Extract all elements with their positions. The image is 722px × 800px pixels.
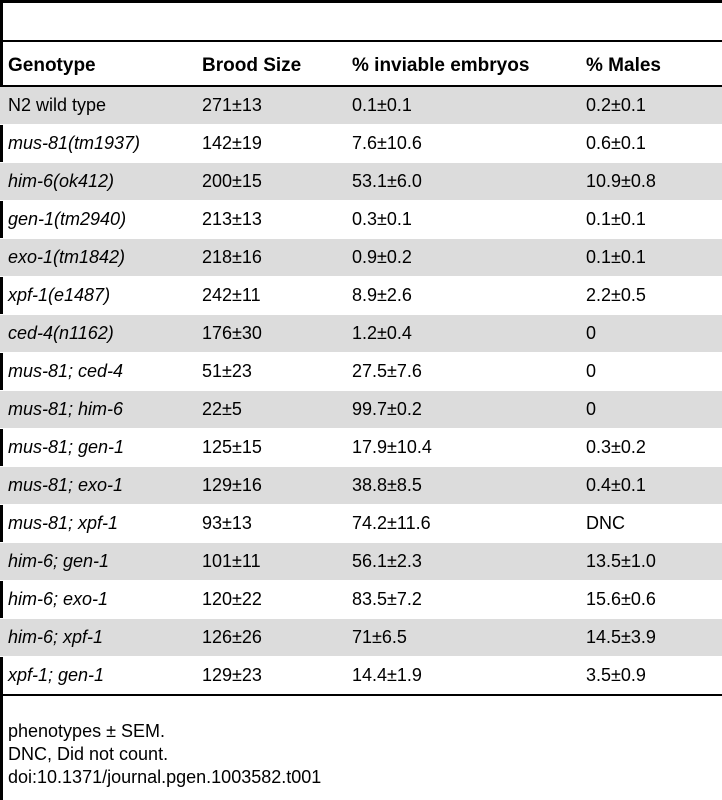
genotype-cell: xpf-1(e1487) [0, 276, 194, 315]
brood-size-cell: 129±23 [194, 656, 344, 696]
inviable-embryos-cell: 8.9±2.6 [344, 276, 578, 315]
table-row: mus-81; gen-1 125±15 17.9±10.4 0.3±0.2 [0, 428, 722, 467]
males-cell: 0.3±0.2 [578, 428, 722, 467]
genotype-cell: mus-81; him-6 [0, 390, 194, 429]
table-row: mus-81; ced-4 51±23 27.5±7.6 0 [0, 352, 722, 391]
genotype-cell: him-6; gen-1 [0, 542, 194, 581]
brood-size-cell: 125±15 [194, 428, 344, 467]
inviable-embryos-cell: 0.3±0.1 [344, 200, 578, 239]
table-row: mus-81; exo-1 129±16 38.8±8.5 0.4±0.1 [0, 466, 722, 505]
males-cell: 0.2±0.1 [578, 86, 722, 125]
footnote-dnc: DNC, Did not count. [8, 744, 169, 764]
males-cell: 0.6±0.1 [578, 124, 722, 163]
males-cell: 0.1±0.1 [578, 200, 722, 239]
brood-size-cell: 22±5 [194, 390, 344, 429]
table-row: xpf-1(e1487) 242±11 8.9±2.6 2.2±0.5 [0, 276, 722, 315]
genotype-cell: mus-81(tm1937) [0, 124, 194, 163]
table-row: N2 wild type 271±13 0.1±0.1 0.2±0.1 [0, 86, 722, 125]
table-row: exo-1(tm1842) 218±16 0.9±0.2 0.1±0.1 [0, 238, 722, 277]
inviable-embryos-cell: 17.9±10.4 [344, 428, 578, 467]
brood-size-cell: 271±13 [194, 86, 344, 125]
inviable-embryos-cell: 14.4±1.9 [344, 656, 578, 696]
table-row: mus-81; him-6 22±5 99.7±0.2 0 [0, 390, 722, 429]
inviable-embryos-cell: 56.1±2.3 [344, 542, 578, 581]
phenotype-table: Genotype Brood Size % inviable embryos %… [0, 47, 722, 696]
genotype-cell: mus-81; xpf-1 [0, 504, 194, 543]
inviable-embryos-cell: 1.2±0.4 [344, 314, 578, 353]
brood-size-cell: 176±30 [194, 314, 344, 353]
table-row: mus-81(tm1937) 142±19 7.6±10.6 0.6±0.1 [0, 124, 722, 163]
inviable-embryos-cell: 0.1±0.1 [344, 86, 578, 125]
table-row: him-6; gen-1 101±11 56.1±2.3 13.5±1.0 [0, 542, 722, 581]
brood-size-cell: 51±23 [194, 352, 344, 391]
table-row: him-6; xpf-1 126±26 71±6.5 14.5±3.9 [0, 618, 722, 657]
brood-size-cell: 142±19 [194, 124, 344, 163]
males-cell: 0 [578, 352, 722, 391]
males-cell: 3.5±0.9 [578, 656, 722, 696]
inviable-embryos-cell: 38.8±8.5 [344, 466, 578, 505]
genotype-cell: him-6(ok412) [0, 162, 194, 201]
inviable-embryos-cell: 53.1±6.0 [344, 162, 578, 201]
brood-size-cell: 126±26 [194, 618, 344, 657]
brood-size-cell: 101±11 [194, 542, 344, 581]
header-genotype: Genotype [0, 47, 194, 87]
table-row: ced-4(n1162) 176±30 1.2±0.4 0 [0, 314, 722, 353]
genotype-cell: him-6; xpf-1 [0, 618, 194, 657]
brood-size-cell: 242±11 [194, 276, 344, 315]
inviable-embryos-cell: 0.9±0.2 [344, 238, 578, 277]
table-row: xpf-1; gen-1 129±23 14.4±1.9 3.5±0.9 [0, 656, 722, 696]
males-cell: 14.5±3.9 [578, 618, 722, 657]
genotype-cell: mus-81; gen-1 [0, 428, 194, 467]
table-row: him-6(ok412) 200±15 53.1±6.0 10.9±0.8 [0, 162, 722, 201]
top-border-rule [0, 0, 722, 3]
footnote-doi: doi:10.1371/journal.pgen.1003582.t001 [8, 767, 322, 787]
genotype-cell: ced-4(n1162) [0, 314, 194, 353]
males-cell: 2.2±0.5 [578, 276, 722, 315]
header-inviable-embryos: % inviable embryos [344, 47, 578, 87]
males-cell: 13.5±1.0 [578, 542, 722, 581]
table-row: him-6; exo-1 120±22 83.5±7.2 15.6±0.6 [0, 580, 722, 619]
inviable-embryos-cell: 71±6.5 [344, 618, 578, 657]
genotype-cell: mus-81; exo-1 [0, 466, 194, 505]
header-males: % Males [578, 47, 722, 87]
brood-size-cell: 200±15 [194, 162, 344, 201]
header-brood-size: Brood Size [194, 47, 344, 87]
genotype-cell: him-6; exo-1 [0, 580, 194, 619]
brood-size-cell: 218±16 [194, 238, 344, 277]
males-cell: 0.1±0.1 [578, 238, 722, 277]
males-cell: 15.6±0.6 [578, 580, 722, 619]
brood-size-cell: 129±16 [194, 466, 344, 505]
data-table-container: Genotype Brood Size % inviable embryos %… [0, 47, 722, 696]
inviable-embryos-cell: 27.5±7.6 [344, 352, 578, 391]
inviable-embryos-cell: 83.5±7.2 [344, 580, 578, 619]
table-footnotes: phenotypes ± SEM. DNC, Did not count. do… [8, 720, 321, 789]
males-cell: 0 [578, 390, 722, 429]
genotype-cell: gen-1(tm2940) [0, 200, 194, 239]
males-cell: DNC [578, 504, 722, 543]
table-row: gen-1(tm2940) 213±13 0.3±0.1 0.1±0.1 [0, 200, 722, 239]
brood-size-cell: 93±13 [194, 504, 344, 543]
brood-size-cell: 120±22 [194, 580, 344, 619]
footnote-sem: phenotypes ± SEM. [8, 721, 165, 741]
inviable-embryos-cell: 74.2±11.6 [344, 504, 578, 543]
table-body: N2 wild type 271±13 0.1±0.1 0.2±0.1 mus-81(t… [0, 86, 722, 696]
males-cell: 0 [578, 314, 722, 353]
genotype-cell: N2 wild type [0, 86, 194, 125]
caption-separator-rule [0, 40, 722, 42]
inviable-embryos-cell: 99.7±0.2 [344, 390, 578, 429]
table-header-row: Genotype Brood Size % inviable embryos %… [0, 47, 722, 87]
males-cell: 0.4±0.1 [578, 466, 722, 505]
table-row: mus-81; xpf-1 93±13 74.2±11.6 DNC [0, 504, 722, 543]
brood-size-cell: 213±13 [194, 200, 344, 239]
genotype-cell: exo-1(tm1842) [0, 238, 194, 277]
inviable-embryos-cell: 7.6±10.6 [344, 124, 578, 163]
genotype-cell: xpf-1; gen-1 [0, 656, 194, 696]
males-cell: 10.9±0.8 [578, 162, 722, 201]
genotype-cell: mus-81; ced-4 [0, 352, 194, 391]
